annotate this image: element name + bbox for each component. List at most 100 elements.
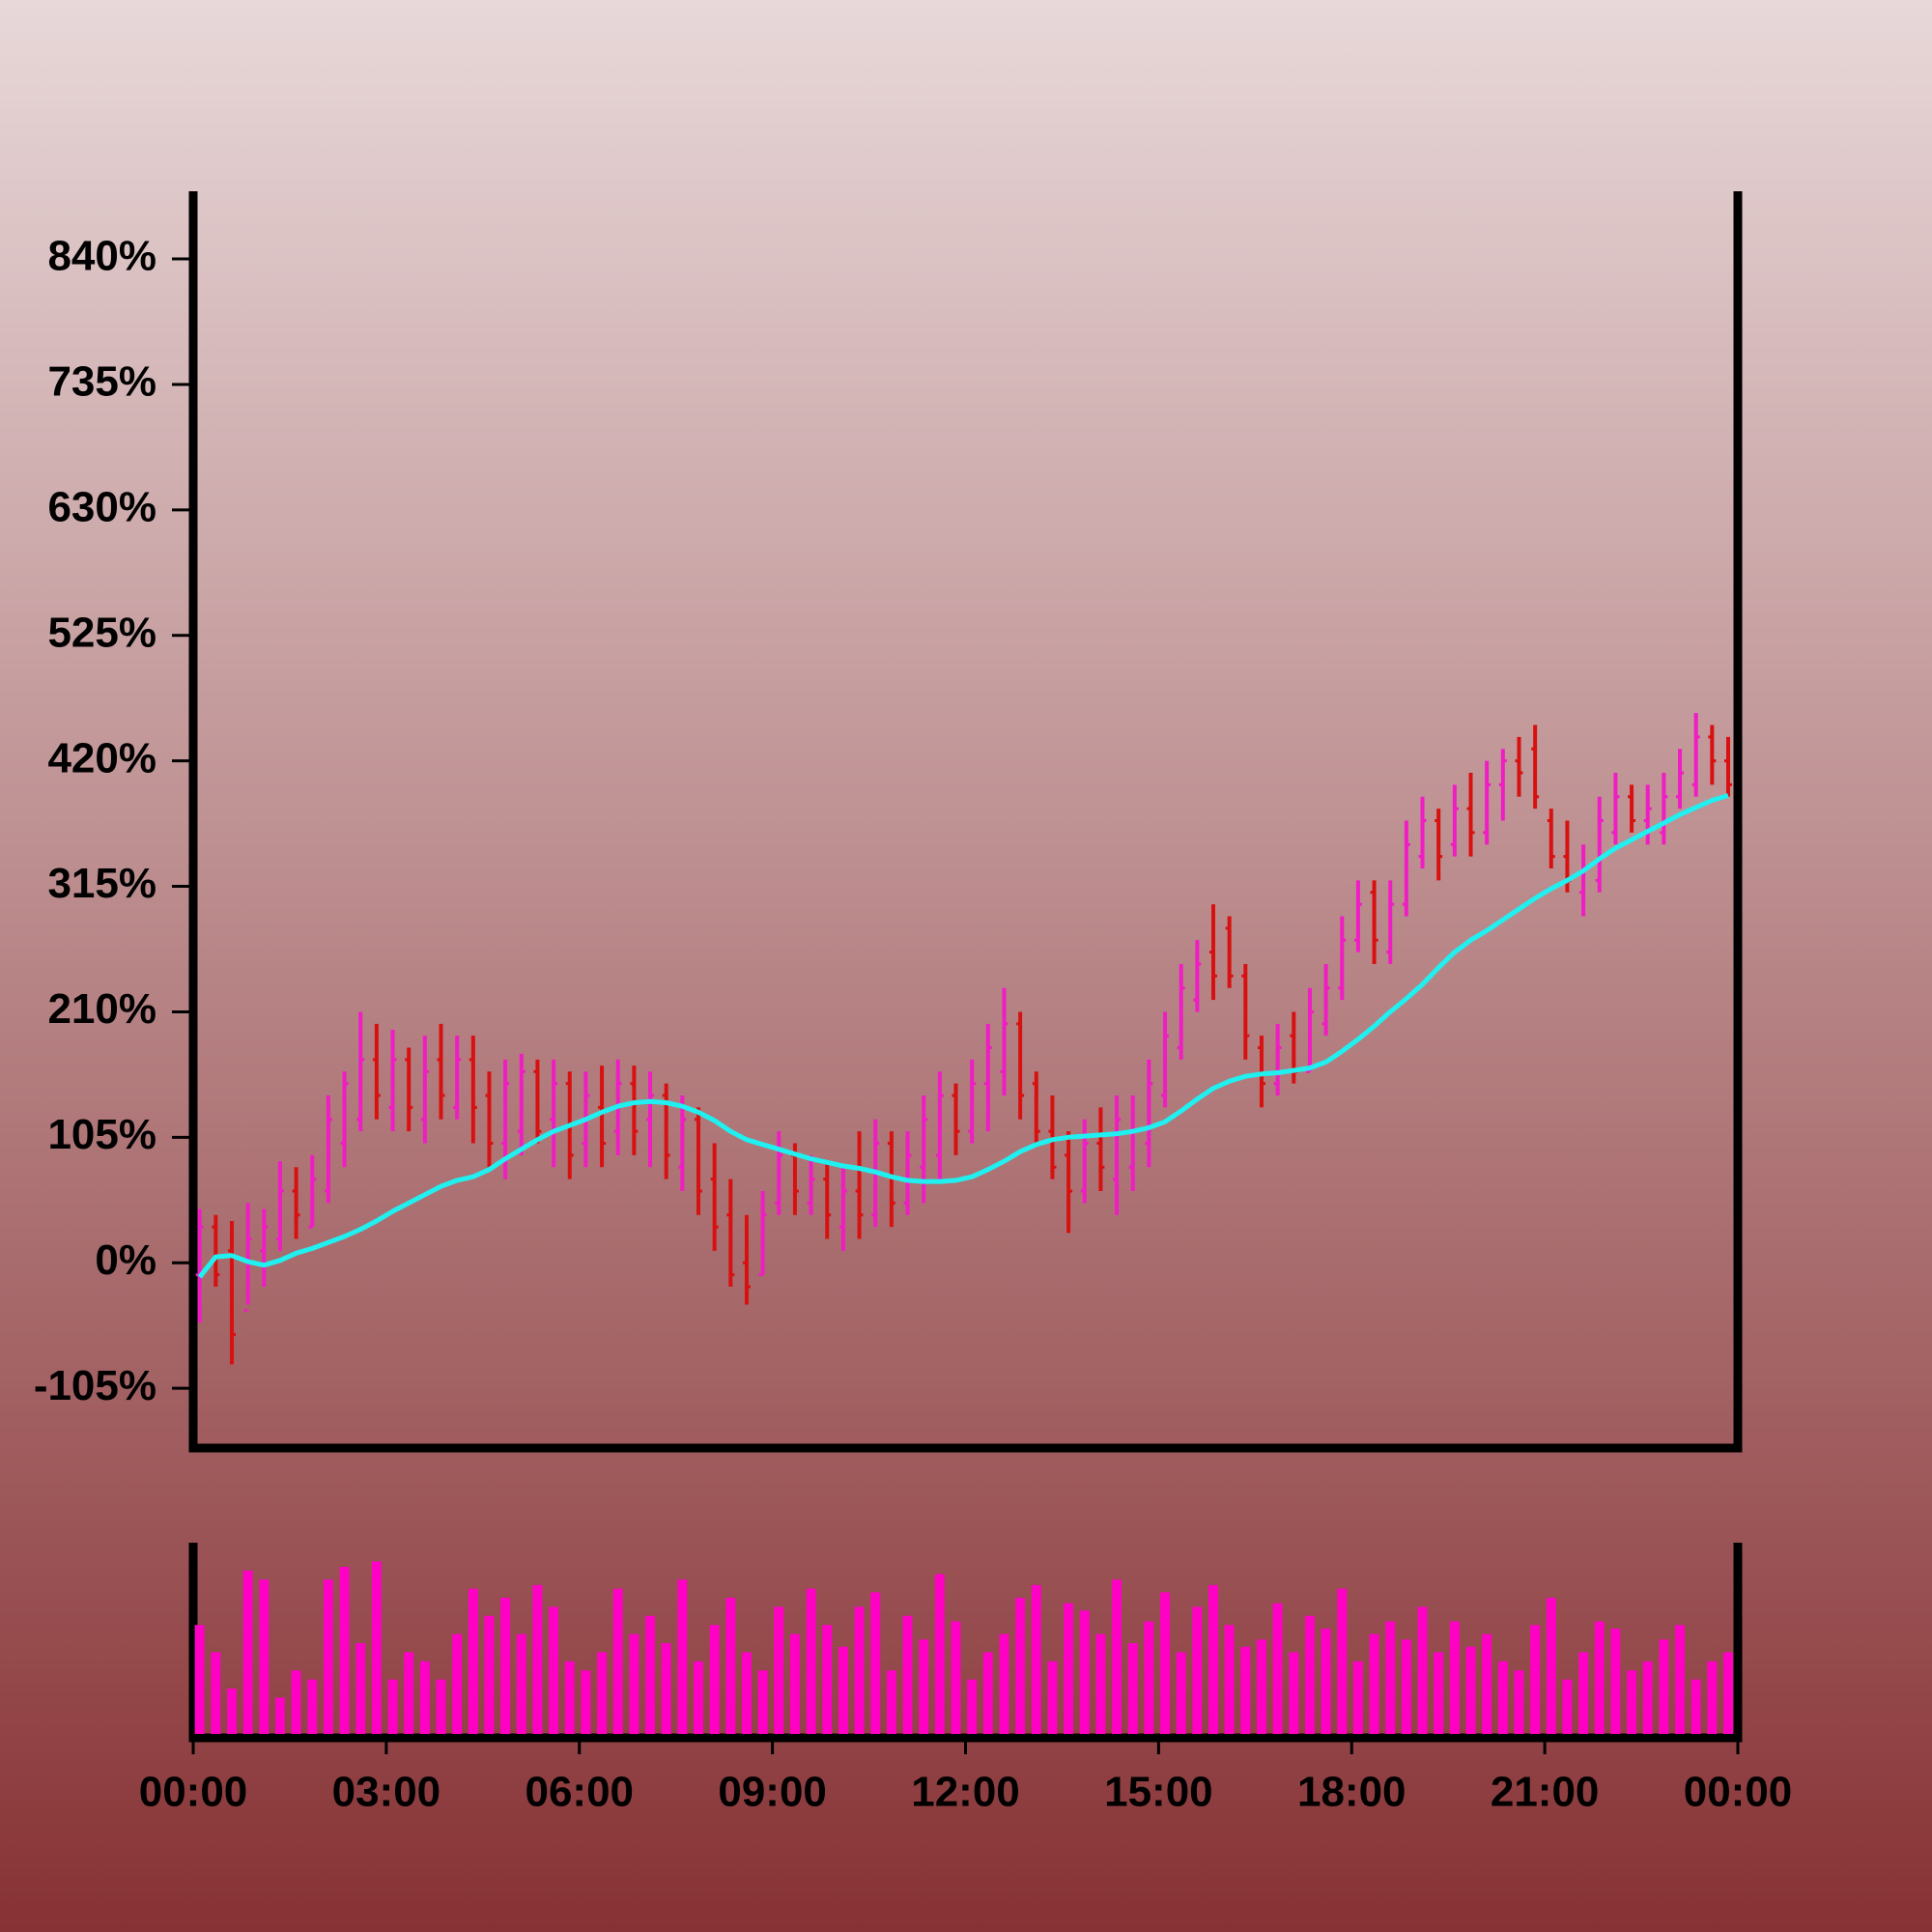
volume-bar [1449, 1621, 1460, 1734]
volume-bar [774, 1606, 784, 1734]
volume-bar [709, 1625, 720, 1734]
volume-bar [452, 1634, 463, 1734]
volume-bar [339, 1567, 350, 1734]
volume-bar [1256, 1639, 1266, 1734]
volume-bar [1321, 1628, 1331, 1734]
y-tick-label: 840% [47, 233, 156, 280]
volume-bar [1690, 1679, 1701, 1734]
volume-bar [274, 1697, 285, 1734]
volume-bar [1401, 1639, 1411, 1734]
volume-bar [741, 1652, 752, 1734]
volume-bar [1659, 1639, 1669, 1734]
x-tick-label: 12:00 [911, 1769, 1020, 1816]
volume-bar [902, 1615, 913, 1734]
volume-bar [1562, 1679, 1573, 1734]
volume-bar [1465, 1646, 1476, 1734]
volume-bar [291, 1670, 301, 1734]
volume-bar [1015, 1598, 1026, 1734]
y-tick-label: 630% [47, 483, 156, 530]
x-tick-label: 03:00 [332, 1769, 441, 1816]
x-tick-label: 00:00 [1684, 1769, 1793, 1816]
volume-bar [967, 1679, 978, 1734]
volume-bar [982, 1652, 993, 1734]
volume-bar [1482, 1634, 1492, 1734]
y-tick-label: 525% [47, 609, 156, 656]
volume-bar [581, 1670, 591, 1734]
volume-bar [886, 1670, 896, 1734]
volume-bar [259, 1579, 270, 1734]
volume-bar [1578, 1652, 1589, 1734]
volume-bar [1385, 1621, 1396, 1734]
volume-bar [211, 1652, 221, 1734]
volume-bar [1369, 1634, 1379, 1734]
volume-bar [1192, 1606, 1203, 1734]
volume-bar [404, 1652, 414, 1734]
volume-bar [1497, 1661, 1508, 1734]
x-tick-label: 21:00 [1491, 1769, 1600, 1816]
price-frame [188, 191, 1743, 1453]
volume-bar [1627, 1670, 1637, 1734]
volume-bar [549, 1606, 559, 1734]
volume-bar [677, 1579, 688, 1734]
volume-bar [1546, 1598, 1556, 1734]
volume-bar [516, 1634, 526, 1734]
volume-bar [661, 1643, 671, 1734]
x-tick-label: 06:00 [525, 1769, 634, 1816]
volume-bar [1352, 1661, 1363, 1734]
volume-bar [226, 1689, 237, 1734]
volume-bar [1707, 1661, 1718, 1734]
y-tick-label: 210% [47, 985, 156, 1033]
volume-bar [323, 1579, 333, 1734]
moving-average [197, 793, 1729, 1279]
volume-bar [597, 1652, 608, 1734]
volume-bar [694, 1661, 704, 1734]
volume-bar [757, 1670, 768, 1734]
volume-bar [387, 1679, 398, 1734]
y-tick-label: 735% [47, 358, 156, 406]
volume-bar [1160, 1592, 1171, 1734]
volume-bar [1594, 1621, 1605, 1734]
volume-bar [1112, 1579, 1122, 1734]
volume-bar [500, 1598, 511, 1734]
volume-bar [1642, 1661, 1653, 1734]
volume-bar [564, 1661, 575, 1734]
volume-bar [1289, 1652, 1299, 1734]
volume-bar [919, 1639, 929, 1734]
volume-bar [468, 1588, 478, 1734]
volume-bar [1337, 1588, 1348, 1734]
volume-bar [612, 1588, 623, 1734]
volume-bar [1530, 1625, 1541, 1734]
volume-bar [854, 1606, 865, 1734]
volume-bar [419, 1661, 430, 1734]
volume-bar [838, 1646, 848, 1734]
volume-bar [789, 1634, 800, 1734]
volume-bar [1176, 1652, 1186, 1734]
volume-bar [1064, 1603, 1074, 1734]
volume-bar [1272, 1603, 1283, 1734]
volume-bar [194, 1625, 205, 1734]
volume-bar [725, 1598, 736, 1734]
volume-bar [484, 1615, 495, 1734]
x-tick-label: 09:00 [718, 1769, 827, 1816]
volume-bar [1675, 1625, 1686, 1734]
volume-bar [307, 1679, 318, 1734]
volume-bar [371, 1561, 382, 1734]
y-tick-label: -105% [34, 1362, 156, 1409]
volume-bar [355, 1643, 366, 1734]
volume-bar [1610, 1628, 1621, 1734]
volume-bar [1079, 1610, 1090, 1734]
volume-bar [629, 1634, 639, 1734]
x-tick-label: 15:00 [1104, 1769, 1213, 1816]
volume-bar [242, 1570, 253, 1734]
volume-bar [645, 1615, 656, 1734]
volume-bar [1514, 1670, 1524, 1734]
x-tick-label: 18:00 [1297, 1769, 1406, 1816]
volume-bar [1723, 1652, 1734, 1734]
volume-bar [822, 1625, 833, 1734]
volume-bar [1127, 1643, 1138, 1734]
volume-bar [1047, 1661, 1058, 1734]
volume-bar [436, 1679, 446, 1734]
volume-bar [1434, 1652, 1444, 1734]
